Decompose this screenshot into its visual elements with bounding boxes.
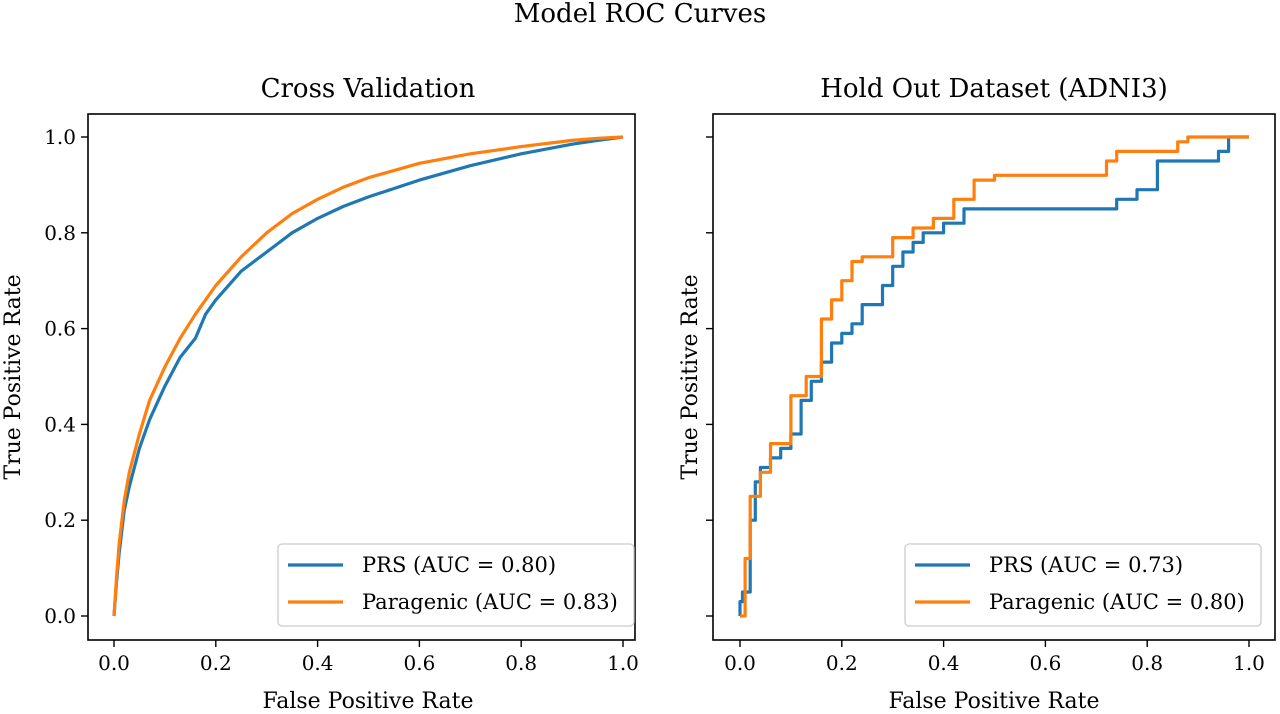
x-tick-label: 0.8 bbox=[505, 651, 537, 675]
hold-out-legend-box bbox=[904, 543, 1262, 627]
figure-suptitle: Model ROC Curves bbox=[514, 0, 766, 29]
cross-validation-panel: Cross Validation 0.0 0.2 0.4 0.6 0.8 1.00.00.… bbox=[1, 74, 639, 714]
roc-curve-prs bbox=[738, 135, 1249, 616]
hold-out-curves bbox=[738, 135, 1249, 618]
y-tick-label: 1.0 bbox=[44, 125, 76, 149]
y-tick-label: 0.4 bbox=[44, 412, 76, 436]
x-tick-label: 0.2 bbox=[826, 651, 858, 675]
legend-label-paragenic: Paragenic (AUC = 0.83) bbox=[362, 590, 618, 614]
roc-curve-prs bbox=[112, 135, 624, 617]
legend-label-paragenic: Paragenic (AUC = 0.80) bbox=[989, 590, 1245, 614]
x-tick-label: 0.0 bbox=[98, 651, 130, 675]
x-tick-label: 0.4 bbox=[302, 651, 334, 675]
legend-label-prs: PRS (AUC = 0.80) bbox=[362, 553, 556, 577]
hold-out-ylabel: True Positive Rate bbox=[678, 274, 703, 479]
y-tick-label: 0.0 bbox=[44, 604, 76, 628]
hold-out-axes-frame bbox=[712, 113, 1276, 641]
hold-out-panel: Hold Out Dataset (ADNI3) 0.0 0.2 0.4 0.6 0.8… bbox=[678, 74, 1276, 714]
cross-validation-ticks: 0.0 0.2 0.4 0.6 0.8 1.0 0.0 0.2 0.4 0.6 0.8 1.0 bbox=[44, 125, 639, 675]
cross-validation-ylabel: True Positive Rate bbox=[1, 274, 26, 479]
cross-validation-legend-box bbox=[277, 543, 635, 627]
hold-out-xlabel: False Positive Rate bbox=[888, 689, 1099, 714]
x-tick-label: 0.4 bbox=[928, 651, 960, 675]
roc-curve-paragenic bbox=[112, 135, 624, 617]
y-tick-label: 0.6 bbox=[44, 317, 76, 341]
roc-curve-paragenic bbox=[740, 135, 1249, 618]
hold-out-title: Hold Out Dataset (ADNI3) bbox=[820, 74, 1168, 104]
x-tick-label: 0.2 bbox=[200, 651, 232, 675]
cross-validation-legend: PRS (AUC = 0.80) Paragenic (AUC = 0.83) bbox=[277, 543, 635, 627]
y-tick-label: 0.2 bbox=[44, 508, 76, 532]
cross-validation-axes-frame bbox=[87, 113, 636, 641]
y-tick-label: 0.8 bbox=[44, 221, 76, 245]
hold-out-ticks: 0.0 0.2 0.4 0.6 0.8 1.0 bbox=[706, 136, 1265, 675]
x-tick-label: 0.6 bbox=[403, 651, 435, 675]
legend-label-prs: PRS (AUC = 0.73) bbox=[989, 553, 1183, 577]
cross-validation-xlabel: False Positive Rate bbox=[262, 689, 473, 714]
cross-validation-curves bbox=[112, 135, 624, 617]
x-tick-label: 0.8 bbox=[1131, 651, 1163, 675]
x-tick-label: 1.0 bbox=[607, 651, 639, 675]
x-tick-label: 0.6 bbox=[1029, 651, 1061, 675]
hold-out-legend: PRS (AUC = 0.73) Paragenic (AUC = 0.80) bbox=[904, 543, 1262, 627]
x-tick-label: 0.0 bbox=[724, 651, 756, 675]
cross-validation-title: Cross Validation bbox=[261, 74, 476, 104]
x-tick-label: 1.0 bbox=[1233, 651, 1265, 675]
